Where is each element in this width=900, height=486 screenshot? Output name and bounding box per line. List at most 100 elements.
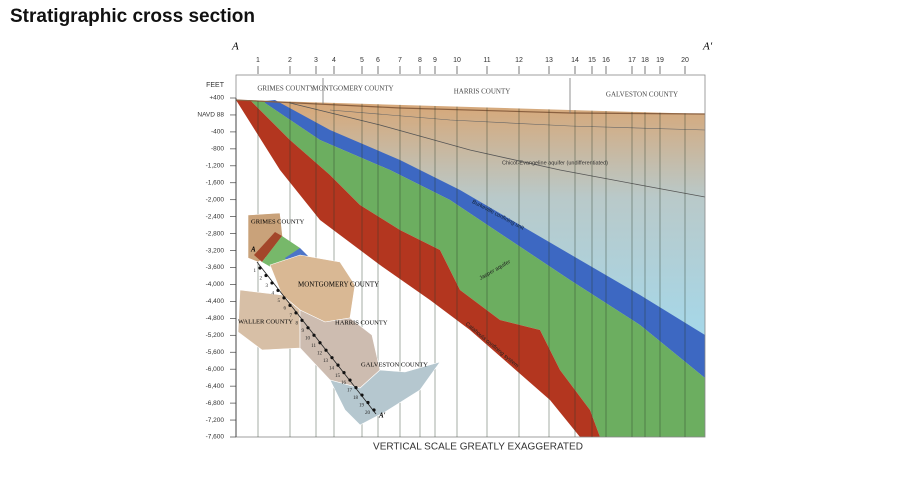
- inset-well-number: 6: [284, 307, 287, 312]
- inset-well-number: 2: [260, 277, 263, 282]
- inset-well: [294, 311, 298, 315]
- land-surface: [235, 99, 706, 115]
- inset-well-number: 19: [359, 404, 365, 409]
- inset-well-number: 17: [347, 389, 353, 394]
- inset-well: [330, 356, 334, 360]
- inset-well: [306, 326, 310, 330]
- depth-label: -4,000: [206, 281, 225, 288]
- well-number: 14: [571, 57, 579, 64]
- inset-well-number: 13: [323, 359, 329, 364]
- inset-well: [282, 296, 286, 300]
- inset-well: [336, 363, 340, 367]
- depth-label: -5,600: [206, 349, 225, 356]
- inset-map: GRIMES COUNTY MONTGOMERY COUNTY WALLER C…: [237, 212, 441, 426]
- county-label: GALVESTON COUNTY: [606, 91, 678, 99]
- inset-well: [342, 371, 346, 375]
- catahoula-layer: [236, 100, 600, 437]
- grimes-strip: [254, 232, 282, 262]
- inset-well: [318, 341, 322, 345]
- end-label: A′: [702, 41, 713, 53]
- inset-well-number: 3: [266, 284, 269, 289]
- inset-well-number: 4: [272, 292, 275, 297]
- well-number: 13: [545, 57, 553, 64]
- well-number: 16: [602, 57, 610, 64]
- depth-label: -2,800: [206, 230, 225, 237]
- county-label: MONTGOMERY COUNTY: [312, 85, 393, 93]
- footer-note: VERTICAL SCALE GREATLY EXAGGERATED: [373, 442, 583, 453]
- inset-county-label: HARRIS COUNTY: [335, 319, 388, 326]
- inset-well: [258, 266, 262, 270]
- depth-label: -1,600: [206, 179, 225, 186]
- depth-label: -7,600: [206, 434, 225, 441]
- depth-label: -3,200: [206, 247, 225, 254]
- well-number: 10: [453, 57, 461, 64]
- depth-label: -4,400: [206, 298, 225, 305]
- inset-county-label: MONTGOMERY COUNTY: [298, 281, 379, 289]
- chicot-layer: [236, 100, 705, 378]
- inset-well: [312, 333, 316, 337]
- well-number: 18: [641, 57, 649, 64]
- depth-scale: +400 NAVD 88 -400 -800 -1,200 -1,600 -2,000 -2,…: [197, 95, 236, 441]
- inset-well-number: 7: [290, 314, 293, 319]
- inset-well: [264, 273, 268, 278]
- end-label: A: [231, 41, 239, 53]
- well-number: 6: [376, 57, 380, 64]
- inset-well-number: 18: [353, 396, 359, 401]
- well-number: 20: [681, 57, 689, 64]
- inset-end-label: A: [250, 246, 256, 254]
- well-number: 12: [515, 57, 523, 64]
- inset-well: [348, 378, 352, 382]
- inset-well-number: 10: [305, 336, 311, 341]
- inset-end-label: A′: [378, 412, 386, 420]
- inset-well: [354, 385, 358, 390]
- contact-line: [289, 102, 706, 198]
- depth-unit: FEET: [206, 82, 225, 89]
- jasper-layer: [250, 100, 705, 437]
- depth-label: -400: [211, 129, 224, 136]
- inset-well: [288, 303, 292, 307]
- galveston-county: [329, 361, 441, 426]
- inset-well-number: 8: [296, 321, 299, 326]
- well-number: 11: [483, 57, 490, 64]
- well-number: 3: [314, 57, 318, 64]
- inset-well-number: 12: [317, 351, 323, 356]
- well-number: 5: [360, 57, 364, 64]
- well-number: 2: [288, 57, 292, 64]
- well-number: 7: [398, 57, 402, 64]
- depth-label: -5,200: [206, 332, 225, 339]
- inset-well: [324, 348, 328, 352]
- inset-well-number: 9: [302, 329, 305, 334]
- inset-county-label: GRIMES COUNTY: [251, 218, 305, 225]
- inset-well: [270, 281, 274, 285]
- depth-label: -6,400: [206, 383, 225, 390]
- depth-label: -800: [211, 146, 224, 153]
- inset-well: [276, 288, 280, 293]
- county-label: GRIMES COUNTY: [257, 85, 314, 93]
- burkeville-layer: [265, 100, 705, 378]
- inset-well: [360, 393, 364, 397]
- inset-well-number: 11: [311, 344, 316, 349]
- depth-label: +400: [209, 95, 224, 102]
- inset-well-number: 5: [278, 299, 281, 304]
- inset-well-number: 20: [365, 411, 371, 416]
- depth-label: -2,400: [206, 213, 225, 220]
- contact-line: [329, 109, 706, 131]
- title: Stratigraphic cross section: [10, 6, 255, 27]
- well-number: 19: [656, 57, 664, 64]
- depth-label: -6,800: [206, 400, 225, 407]
- inset-well-number: 16: [341, 381, 347, 386]
- inset-well-number: 15: [335, 374, 341, 379]
- depth-label: -7,200: [206, 417, 225, 424]
- unit-label: Chicot-Evangeline aquifer (undifferentia…: [502, 160, 608, 166]
- inset-well: [372, 408, 376, 412]
- well-number: 4: [332, 57, 336, 64]
- well-number: 9: [433, 57, 437, 64]
- depth-label: -2,000: [206, 196, 225, 203]
- depth-label: -6,000: [206, 366, 225, 373]
- cross-section: A A′ FEET GRIMES COUNTY MONTGOMERY COUNT…: [197, 41, 712, 441]
- depth-label: NAVD 88: [197, 112, 224, 119]
- well-number: 8: [418, 57, 422, 64]
- inset-well-number: 14: [329, 366, 335, 371]
